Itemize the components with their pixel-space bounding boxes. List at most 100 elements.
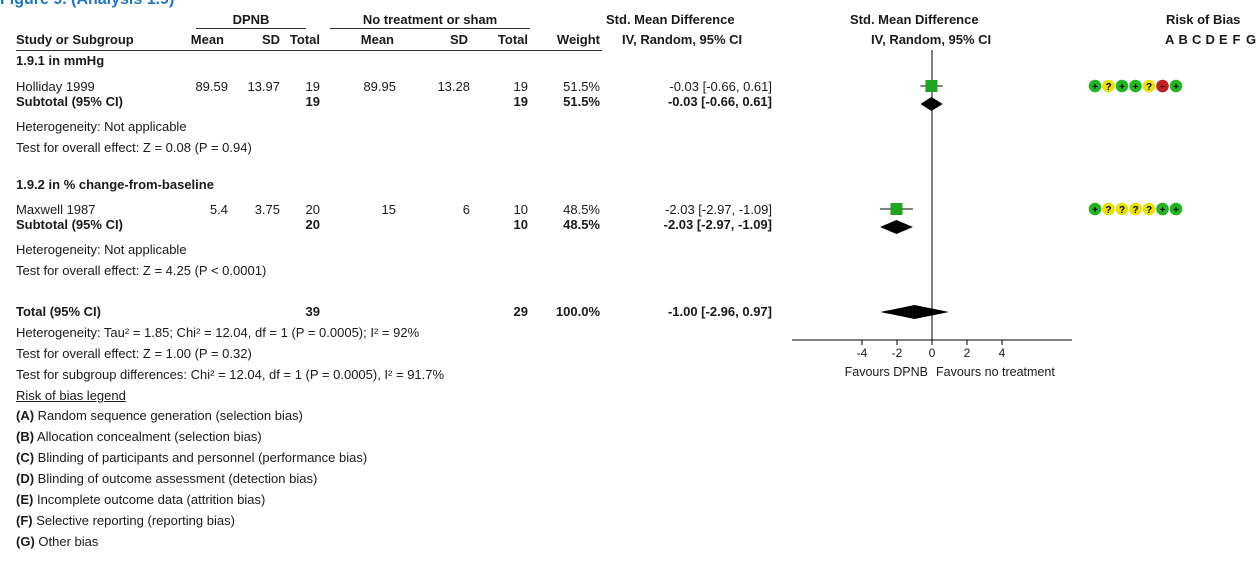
rob-column-letter: G <box>1246 32 1257 47</box>
footnote-heterogeneity: Heterogeneity: Tau² = 1.85; Chi² = 12.04… <box>16 325 420 340</box>
subgroup-1-title: 1.9.1 in mmHg <box>16 53 105 68</box>
rob-symbol: + <box>1119 82 1125 93</box>
subtotal-total-2: 10 <box>513 217 528 232</box>
rob-column-letter: D <box>1205 32 1215 47</box>
rob-legend-letter: (A) <box>16 408 35 423</box>
rob-low-icon <box>1156 202 1169 216</box>
rob-symbol: + <box>1133 82 1139 93</box>
rob-legend-item: (D) Blinding of outcome assessment (dete… <box>16 471 317 486</box>
subtotal-weight: 48.5% <box>563 217 600 232</box>
x-tick-label: 2 <box>964 346 971 360</box>
study-sd-2: 13.28 <box>437 79 470 94</box>
subtotal-ci: -2.03 [-2.97, -1.09] <box>663 217 772 232</box>
rob-symbol: ? <box>1105 82 1111 93</box>
header-sd-1: SD <box>261 32 280 47</box>
rob-legend-text: Other bias <box>34 534 99 549</box>
rob-symbol: + <box>1092 205 1098 216</box>
rob-unclear-icon <box>1115 202 1129 216</box>
favours-left-label: Favours DPNB <box>845 365 928 379</box>
rob-symbol: ? <box>1146 205 1152 216</box>
study-total-1: 20 <box>305 202 320 217</box>
header-group-dpnb: DPNB <box>232 12 270 27</box>
rob-column-letter: B <box>1178 32 1188 47</box>
rob-legend-text: Blinding of outcome assessment (detectio… <box>34 471 318 486</box>
header-total-2: Total <box>497 32 528 47</box>
rob-legend-letter: (F) <box>16 513 33 528</box>
subgroup-overall-effect: Test for overall effect: Z = 0.08 (P = 0… <box>16 140 252 155</box>
rob-unclear-icon <box>1142 202 1156 216</box>
header-smd-method-plot: IV, Random, 95% CI <box>871 32 992 47</box>
rob-legend-letter: (E) <box>16 492 34 507</box>
header-study: Study or Subgroup <box>16 32 134 47</box>
header-underline-dpnb <box>196 28 306 29</box>
subgroup-overall-effect: Test for overall effect: Z = 4.25 (P < 0… <box>16 263 267 278</box>
rob-column-letter: F <box>1232 32 1241 47</box>
rob-symbol: + <box>1173 82 1179 93</box>
rob-symbol: ? <box>1146 82 1152 93</box>
study-mean-1: 5.4 <box>209 202 228 217</box>
subgroup-heterogeneity: Heterogeneity: Not applicable <box>16 242 187 257</box>
subtotal-total-1: 19 <box>305 94 320 109</box>
x-tick-label: 4 <box>999 346 1006 360</box>
rob-legend-text: Random sequence generation (selection bi… <box>34 408 303 423</box>
study-ci: -0.03 [-0.66, 0.61] <box>669 79 772 94</box>
figure-title: Figure 9. (Analysis 1.9) <box>0 0 174 9</box>
rob-symbol: ? <box>1119 205 1125 216</box>
rob-legend-item: (C) Blinding of participants and personn… <box>16 450 367 465</box>
subtotal-label: Subtotal (95% CI) <box>16 217 123 232</box>
rob-unclear-icon <box>1102 79 1115 93</box>
rob-legend-text: Allocation concealment (selection bias) <box>34 429 262 444</box>
header-weight: Weight <box>556 32 600 47</box>
header-underline-control <box>330 28 530 29</box>
subgroup-2-title: 1.9.2 in % change-from-baseline <box>16 177 214 192</box>
study-marker <box>925 80 938 92</box>
rob-legend-item: (B) Allocation concealment (selection bi… <box>16 429 262 444</box>
header-smd-plot: Std. Mean Difference <box>850 12 979 27</box>
study-total-2: 10 <box>513 202 528 217</box>
rob-legend-text: Selective reporting (reporting bias) <box>32 513 235 528</box>
total-weight: 100.0% <box>555 304 600 319</box>
rob-symbol: ? <box>1105 205 1111 216</box>
study-name: Holliday 1999 <box>16 79 95 94</box>
rob-symbol: − <box>1160 82 1166 93</box>
subtotal-ci: -0.03 [-0.66, 0.61] <box>667 94 772 109</box>
study-mean-2: 15 <box>381 202 396 217</box>
rob-low-icon <box>1088 79 1102 93</box>
rob-column-letter: C <box>1192 32 1202 47</box>
rob-column-letter: A <box>1165 32 1175 47</box>
subtotal-diamond <box>880 220 913 234</box>
rob-high-icon <box>1156 79 1169 93</box>
rob-unclear-icon <box>1102 202 1115 216</box>
total-total-1: 39 <box>305 304 320 319</box>
study-sd-1: 3.75 <box>254 202 280 217</box>
header-total-1: Total <box>289 32 320 47</box>
rob-symbol: + <box>1092 82 1098 93</box>
rob-low-icon <box>1169 79 1183 93</box>
overall-diamond <box>880 305 949 319</box>
rob-legend-letter: (D) <box>16 471 35 486</box>
rob-low-icon <box>1169 202 1183 216</box>
study-mean-1: 89.59 <box>195 79 228 94</box>
subtotal-total-1: 20 <box>305 217 320 232</box>
rob-legend-title: Risk of bias legend <box>16 388 126 403</box>
x-tick-label: -4 <box>857 346 868 360</box>
subtotal-total-2: 19 <box>513 94 528 109</box>
header-rule <box>16 50 602 51</box>
rob-legend-text: Incomplete outcome data (attrition bias) <box>33 492 266 507</box>
rob-legend-text: Blinding of participants and personnel (… <box>34 450 368 465</box>
study-name: Maxwell 1987 <box>16 202 96 217</box>
rob-symbol: + <box>1160 205 1166 216</box>
x-tick-label: -2 <box>892 346 903 360</box>
rob-legend-letter: (G) <box>16 534 35 549</box>
study-sd-2: 6 <box>462 202 470 217</box>
study-total-2: 19 <box>513 79 528 94</box>
rob-unclear-icon <box>1142 79 1156 93</box>
favours-right-label: Favours no treatment <box>936 365 1055 379</box>
header-smd: Std. Mean Difference <box>606 12 735 27</box>
header-mean-2: Mean <box>360 32 394 47</box>
rob-legend-item: (A) Random sequence generation (selectio… <box>16 408 303 423</box>
header-sd-2: SD <box>449 32 468 47</box>
footnote-subgroup-differences: Test for subgroup differences: Chi² = 12… <box>16 367 445 382</box>
study-total-1: 19 <box>305 79 320 94</box>
rob-legend-letter: (C) <box>16 450 35 465</box>
